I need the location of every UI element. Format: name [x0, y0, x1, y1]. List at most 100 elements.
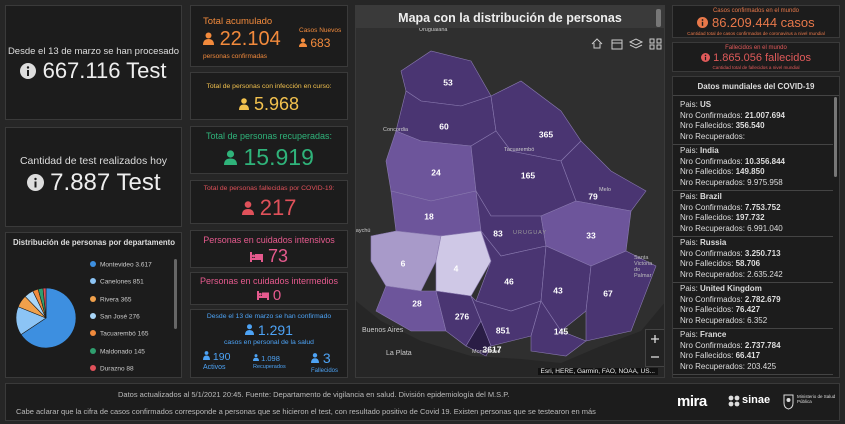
value: 683	[310, 36, 331, 50]
pie-chart	[15, 287, 77, 349]
new-cases-title: Casos Nuevos	[299, 27, 342, 34]
place-word: Victoria	[634, 261, 653, 267]
info-icon	[26, 174, 44, 191]
map-toolbar	[591, 38, 662, 50]
person-icon	[245, 324, 255, 335]
person-icon	[311, 353, 319, 363]
department-count: 24	[431, 167, 441, 177]
country-line: Pais: US	[680, 100, 830, 111]
footer: Datos actualizados al 5/1/2021 20:45. Fu…	[5, 383, 840, 421]
value-row: 217	[191, 195, 347, 221]
person-icon	[238, 98, 249, 110]
department-shape	[530, 300, 587, 357]
country-line: Nro Recuperados: 6.991.040	[680, 224, 830, 235]
layers-button[interactable]	[628, 38, 644, 49]
legend-value: 851	[132, 278, 144, 286]
field-label: Nro Confirmados:	[680, 156, 743, 166]
legend-name: San José	[100, 313, 128, 321]
logo-sinae: sinae	[742, 394, 771, 406]
legend-swatch	[90, 330, 96, 337]
sinae-icon	[728, 395, 740, 407]
value: 3	[322, 350, 331, 366]
divider	[673, 328, 833, 329]
departments-panel: Distribución de personas por departament…	[5, 232, 182, 378]
field-value: India	[700, 146, 719, 155]
field-value: 3.250.713	[744, 248, 781, 258]
value-row: 0	[191, 287, 347, 304]
value: 15.919	[243, 144, 314, 170]
value: 7.887 Test	[50, 169, 161, 196]
department-count: 145	[554, 326, 568, 336]
field-label: Pais:	[680, 238, 698, 247]
department-shape	[585, 250, 657, 342]
field-label: Nro Fallecidos:	[680, 259, 734, 268]
value-row: 5.968	[191, 94, 347, 115]
value: 73	[267, 246, 289, 266]
place-label: Concordia	[383, 127, 409, 133]
divider	[673, 282, 833, 283]
country-line: Nro Confirmados: 2.737.784	[680, 341, 830, 352]
legend-value: 3.617	[135, 261, 152, 269]
value-row: 7.887 Test	[6, 169, 181, 197]
list-button[interactable]	[611, 39, 623, 50]
department-count: 165	[521, 170, 535, 180]
legend-swatch	[90, 364, 96, 371]
divider	[673, 190, 833, 191]
legend-swatch	[90, 347, 96, 354]
country-line: Nro Confirmados: 10.356.844	[680, 157, 830, 168]
country-line: Nro Recuperados: 9.975.958	[680, 178, 830, 189]
legend-name: Rivera	[100, 296, 119, 304]
map: 53 60 365 24 165 79 18 83 33 6 4 46 43 67 28 276 851 145 3…	[356, 6, 664, 377]
legend-item: Maldonado 145	[90, 347, 145, 355]
caption: casos en personal de la salud	[224, 339, 314, 346]
field-value: 10.356.844	[744, 156, 785, 166]
value: 190	[212, 351, 231, 363]
recovered-panel: Total de personas recuperadas: 15.919	[190, 126, 348, 174]
field-label: Nro Recuperados:	[680, 315, 745, 325]
qr-button[interactable]	[649, 38, 662, 50]
legend-swatch	[90, 312, 96, 319]
field-value: 58.706	[735, 259, 761, 268]
legend-name: Durazno	[100, 365, 125, 373]
value: 1.865.056 fallecidos	[713, 52, 811, 64]
zoom-in[interactable]	[651, 335, 659, 343]
department-count: 276	[455, 311, 469, 321]
home-button[interactable]	[591, 38, 603, 49]
panel-title: Distribución de personas por departament…	[13, 238, 176, 247]
panel-title: Total de personas con infección en curso…	[206, 83, 332, 90]
field-value: 7.753.752	[744, 202, 781, 212]
icu-panel: Personas en cuidados intensivos 73	[190, 230, 348, 268]
country-line: Nro Recuperados:	[680, 132, 830, 143]
legend: Montevideo 3.617 Canelones 851 Rivera 365 S…	[90, 261, 175, 377]
country-entry: Pais: France Nro Confirmados: 2.737.784 Nr…	[680, 330, 830, 372]
panel-title: Total de personas fallecidas por COVID-1…	[203, 185, 335, 192]
place-label: Montevideo	[472, 349, 500, 355]
attribution: Esri, HERE, Garmin, FAO, NOAA, US...	[537, 368, 658, 375]
legend-item: Rivera 365	[90, 295, 131, 304]
place-word: do	[634, 267, 640, 273]
value-row: 1.291	[191, 322, 347, 338]
field-label: Nro Confirmados:	[680, 340, 743, 350]
deaths-panel: Total de personas fallecidas por COVID-1…	[190, 180, 348, 224]
person-icon	[241, 201, 254, 215]
place-label: Melo	[599, 187, 611, 193]
active-row: 190	[203, 351, 230, 363]
field-value: 66.417	[735, 351, 761, 360]
value-row: 15.919	[191, 144, 347, 171]
field-label: Nro Confirmados:	[680, 248, 743, 258]
panel-title: Fallecidos en el mundo	[725, 45, 787, 51]
country-line: Nro Fallecidos: 197.732	[680, 213, 830, 224]
country-line: Pais: Brazil	[680, 192, 830, 203]
place-label: Tacuarembó	[504, 147, 534, 153]
department-count: 46	[504, 276, 514, 286]
value-row: 667.116 Test	[6, 58, 181, 84]
field-label: Nro Recuperados:	[680, 131, 745, 141]
panel-title: Personas en cuidados intensivos	[203, 235, 335, 245]
value: 0	[272, 287, 282, 304]
world-list-panel: Datos mundiales del COVID-19 Pais: US Nro…	[672, 76, 840, 378]
department-shape	[540, 245, 592, 332]
legend-value: 145	[133, 348, 145, 355]
department-count: 43	[553, 285, 563, 295]
value-row: 1.865.056 fallecidos	[673, 52, 839, 64]
